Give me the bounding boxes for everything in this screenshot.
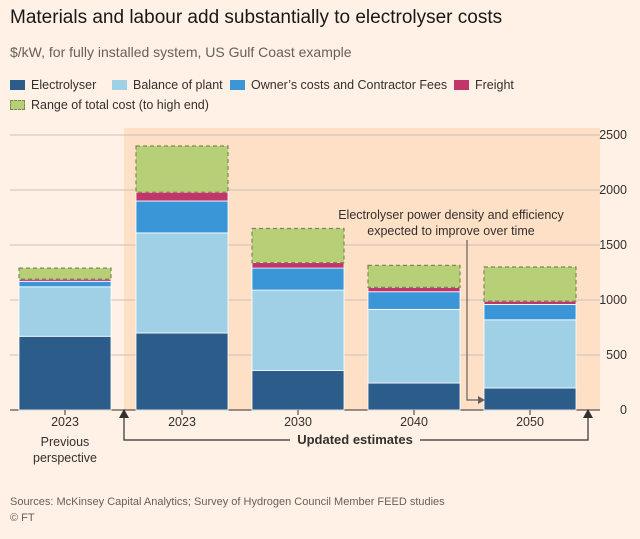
electrolyser-segment (251, 369, 345, 411)
range-segment (18, 267, 112, 280)
y-tick-label: 2500 (599, 128, 627, 142)
balance-of-plant-segment (251, 289, 345, 371)
legend-label-electrolyser: Electrolyser (31, 78, 97, 92)
owners-costs-segment (367, 291, 461, 310)
legend-item-electrolyser: Electrolyser (10, 77, 96, 93)
previous-perspective-label: Previous perspective (33, 435, 97, 465)
x-tick-label: 2023 (51, 415, 79, 429)
x-tick-label: 2050 (516, 415, 544, 429)
y-tick-label: 1000 (599, 293, 627, 307)
x-tick-label: 2030 (284, 415, 312, 429)
electrolyser-segment (18, 335, 112, 411)
owners-costs-segment (135, 200, 229, 234)
bracket-left-arrow-icon (119, 409, 129, 418)
chart-title: Materials and labour add substantially t… (10, 7, 503, 28)
updated-estimates-bracket: Updated estimates (119, 409, 593, 447)
owners-costs-segment (18, 280, 112, 288)
annotation-connector-line (466, 240, 478, 401)
legend-label-freight: Freight (475, 78, 514, 92)
electrolyser-segment (135, 332, 229, 411)
annotation-arrowhead (478, 396, 485, 404)
chart-subtitle: $/kW, for fully installed system, US Gul… (10, 44, 352, 60)
balance-of-plant-segment (367, 308, 461, 384)
bars (18, 145, 577, 411)
range-segment (135, 145, 229, 193)
legend-item-owners-costs: Owner’s costs and Contractor Fees (230, 77, 447, 93)
legend-swatch-owners-costs (230, 80, 245, 90)
owners-costs-segment (483, 303, 577, 321)
previous-label-line-1: Previous (41, 435, 90, 449)
legend-swatch-electrolyser (10, 80, 25, 90)
annotation-text-line-2: expected to improve over time (367, 224, 534, 238)
y-tick-label: 500 (606, 348, 627, 362)
footer-copyright: © FT (10, 512, 35, 524)
electrolyser-segment (483, 387, 577, 411)
x-tick-label: 2023 (168, 415, 196, 429)
y-tick-label: 0 (620, 403, 627, 417)
balance-of-plant-segment (18, 286, 112, 337)
legend-label-range: Range of total cost (to high end) (31, 98, 209, 112)
legend-label-owners-costs: Owner’s costs and Contractor Fees (251, 78, 448, 92)
balance-of-plant-segment (483, 319, 577, 389)
legend-item-freight: Freight (454, 77, 514, 93)
range-segment (251, 227, 345, 264)
freight-segment (135, 191, 229, 202)
legend-swatch-range (10, 100, 25, 110)
legend-swatch-freight (454, 80, 469, 90)
electrolyser-segment (367, 382, 461, 411)
legend: Electrolyser Balance of plant Owner’s co… (10, 77, 630, 115)
x-axis-tick-labels: 2023 2023 2030 2040 2050 (51, 410, 544, 429)
range-segment (483, 266, 577, 302)
freight-segment (251, 262, 345, 269)
owners-costs-segment (251, 267, 345, 291)
bracket-right-line (420, 410, 589, 441)
bracket-right-arrow-icon (583, 409, 593, 418)
freight-segment (367, 286, 461, 293)
previous-label-line-2: perspective (33, 451, 97, 465)
bracket-left-line (123, 410, 290, 441)
footer-sources: Sources: McKinsey Capital Analytics; Sur… (10, 496, 445, 508)
annotation: Electrolyser power density and efficienc… (338, 208, 565, 404)
balance-of-plant-segment (135, 232, 229, 334)
legend-swatch-balance-of-plant (112, 80, 127, 90)
stacked-bar-chart: 0 500 1000 1500 2000 2500 2023 2023 2030 2040 205… (10, 128, 627, 465)
y-tick-label: 1500 (599, 238, 627, 252)
legend-label-balance-of-plant: Balance of plant (133, 78, 223, 92)
annotation-text-line-1: Electrolyser power density and efficienc… (338, 208, 564, 222)
updated-estimates-label: Updated estimates (297, 432, 413, 447)
range-segment (367, 264, 461, 288)
y-tick-label: 2000 (599, 183, 627, 197)
footer: Sources: McKinsey Capital Analytics; Sur… (10, 495, 630, 525)
legend-item-balance-of-plant: Balance of plant (112, 77, 223, 93)
y-axis-tick-labels: 0 500 1000 1500 2000 2500 (599, 128, 627, 417)
x-tick-label: 2040 (400, 415, 428, 429)
legend-item-range: Range of total cost (to high end) (10, 97, 209, 113)
